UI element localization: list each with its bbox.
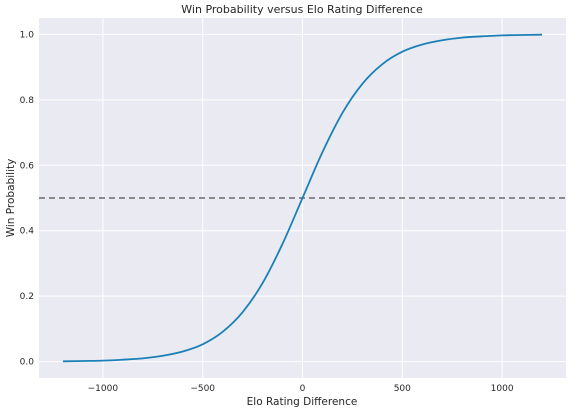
y-tick-label: 0.6 [20,161,35,171]
x-axis-ticks: −1000 −500 0 500 1000 [88,384,514,394]
y-axis-label: Win Probability [5,159,17,238]
x-tick-label: −500 [190,384,215,394]
x-tick-label: 1000 [491,384,514,394]
y-tick-label: 0.0 [20,358,35,368]
y-tick-label: 0.4 [20,227,35,237]
y-tick-label: 0.2 [20,292,34,302]
x-tick-label: 0 [300,384,306,394]
y-tick-label: 1.0 [20,30,35,40]
x-tick-label: −1000 [88,384,119,394]
chart-title: Win Probability versus Elo Rating Differ… [181,3,423,16]
x-axis-label: Elo Rating Difference [247,396,358,408]
y-tick-label: 0.8 [20,96,35,106]
y-axis-ticks: 0.0 0.2 0.4 0.6 0.8 1.0 [20,30,35,367]
x-tick-label: 500 [394,384,411,394]
